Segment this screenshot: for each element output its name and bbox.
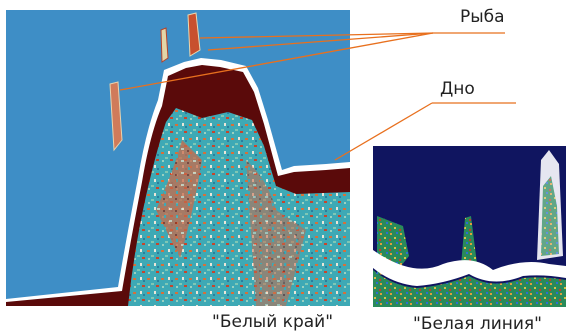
seabed-returns-right [373,270,566,307]
white-line-caption: "Белая линия" [413,314,542,334]
fish-spike [461,216,477,266]
sonar-white-edge-image [6,10,350,306]
sonar-white-line-panel [373,146,566,307]
fish-label: Рыба [460,7,505,27]
sonar-white-edge-panel [6,10,350,306]
sonar-white-line-image [373,146,566,307]
white-edge-caption: "Белый край" [212,312,334,332]
white-line-bottom [373,250,566,286]
bottom-label: Дно [440,79,475,99]
